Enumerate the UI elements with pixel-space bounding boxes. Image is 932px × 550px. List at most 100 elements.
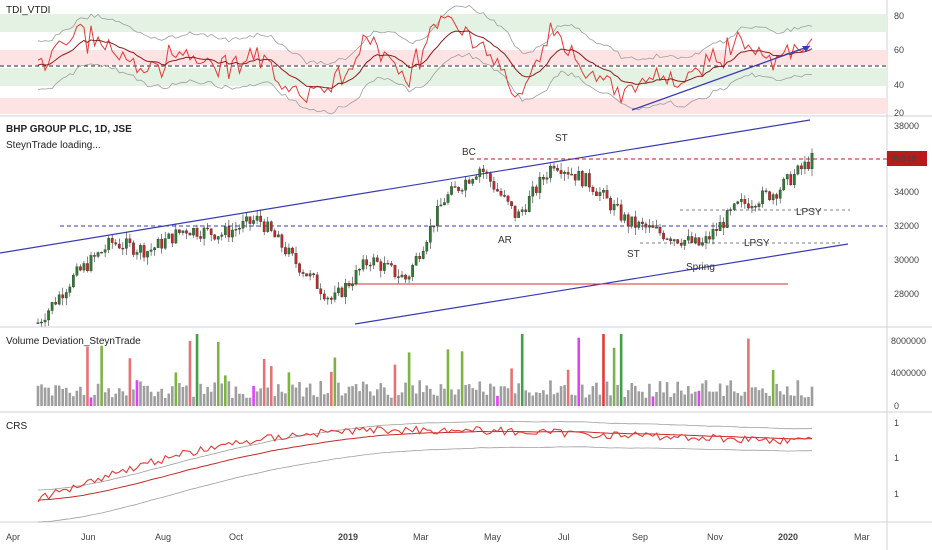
candle-body: [718, 222, 722, 231]
volume-bar: [231, 397, 234, 406]
volume-bar: [630, 382, 634, 406]
volume-bar: [690, 393, 694, 406]
candle-body: [708, 236, 711, 240]
candle-body: [623, 214, 627, 221]
candle-body: [344, 283, 347, 297]
volume-bar: [496, 395, 499, 406]
volume-bar: [577, 337, 581, 406]
price-title: BHP GROUP PLC, 1D, JSE: [6, 124, 132, 135]
volume-bar: [103, 392, 107, 406]
volume-bar: [266, 387, 270, 406]
volume-bar: [616, 384, 619, 406]
x-label-sep: Sep: [632, 532, 648, 542]
candle-body: [513, 205, 517, 218]
volume-bar: [209, 391, 213, 406]
candle-body: [676, 239, 680, 244]
volume-title: Volume Deviation_SteynTrade: [6, 336, 141, 347]
volume-bar: [358, 391, 361, 406]
candle-body: [103, 249, 107, 253]
candle-body: [785, 174, 789, 180]
volume-bar: [524, 390, 528, 406]
candle-body: [220, 234, 224, 237]
candle-body: [474, 176, 478, 180]
volume-tick-4000000: 4000000: [891, 368, 926, 378]
candle-body: [231, 229, 234, 238]
candle-body: [552, 165, 556, 169]
candle-body: [626, 214, 630, 227]
volume-bar: [319, 381, 323, 406]
candle-body: [284, 247, 287, 255]
candle-body: [573, 173, 577, 181]
candle-body: [326, 297, 330, 300]
candle-body: [96, 252, 100, 257]
annotation-st-top: ST: [555, 133, 568, 144]
candle-body: [418, 256, 422, 259]
candle-body: [630, 216, 634, 227]
volume-bar: [298, 381, 301, 406]
candle-body: [803, 161, 807, 170]
candle-body: [747, 203, 750, 209]
volume-bar: [436, 395, 439, 406]
candle-body: [202, 227, 206, 239]
volume-bar: [570, 394, 573, 406]
volume-bar: [641, 391, 644, 406]
volume-bar: [368, 391, 372, 406]
volume-bar: [432, 394, 436, 406]
volume-bar: [36, 385, 40, 406]
volume-bar: [460, 351, 464, 406]
volume-bar: [595, 382, 598, 406]
candle-body: [160, 238, 164, 249]
candle-body: [732, 203, 736, 210]
candle-body: [421, 250, 425, 259]
candle-body: [379, 261, 383, 271]
volume-bar: [128, 358, 132, 406]
candle-body: [163, 238, 167, 249]
candle-body: [322, 293, 326, 300]
volume-bar: [47, 387, 50, 406]
volume-bar: [633, 385, 637, 406]
volume-bar: [379, 383, 383, 406]
candle-body: [121, 247, 125, 250]
volume-bar: [655, 392, 658, 406]
candle-body: [789, 174, 793, 186]
volume-bar: [732, 391, 736, 406]
candle-body: [368, 264, 372, 267]
volume-bar: [72, 396, 75, 406]
candle-body: [503, 195, 506, 197]
candle-body: [47, 310, 50, 321]
candle-body: [436, 205, 439, 227]
x-label-2019: 2019: [338, 532, 358, 542]
candle-body: [216, 236, 220, 240]
volume-tick-0: 0: [894, 401, 899, 411]
volume-bar: [195, 334, 199, 406]
volume-bar: [542, 390, 545, 406]
volume-bar: [474, 389, 478, 406]
volume-bar: [538, 392, 542, 406]
candle-body: [93, 255, 96, 257]
crs-tick-bottom: 1: [894, 489, 899, 499]
candle-body: [305, 273, 308, 277]
volume-bar: [750, 387, 754, 406]
volume-bar: [754, 387, 757, 406]
candle-body: [192, 228, 195, 236]
volume-bar: [312, 395, 315, 406]
volume-bar: [142, 385, 146, 406]
candle-body: [757, 203, 761, 208]
volume-bar: [372, 395, 376, 406]
volume-bar: [259, 388, 262, 406]
candle-body: [704, 236, 708, 243]
candle-body: [633, 216, 637, 228]
candle-body: [428, 225, 432, 243]
volume-bar: [672, 393, 676, 406]
volume-bar: [206, 387, 209, 406]
candle-body: [354, 270, 358, 284]
volume-bar: [499, 386, 503, 406]
candle-body: [587, 173, 591, 188]
candle-body: [57, 294, 61, 305]
volume-bar: [807, 396, 810, 406]
volume-bar: [623, 396, 626, 406]
volume-bar: [482, 391, 485, 406]
volume-bar: [644, 397, 648, 406]
candle-body: [609, 198, 612, 211]
